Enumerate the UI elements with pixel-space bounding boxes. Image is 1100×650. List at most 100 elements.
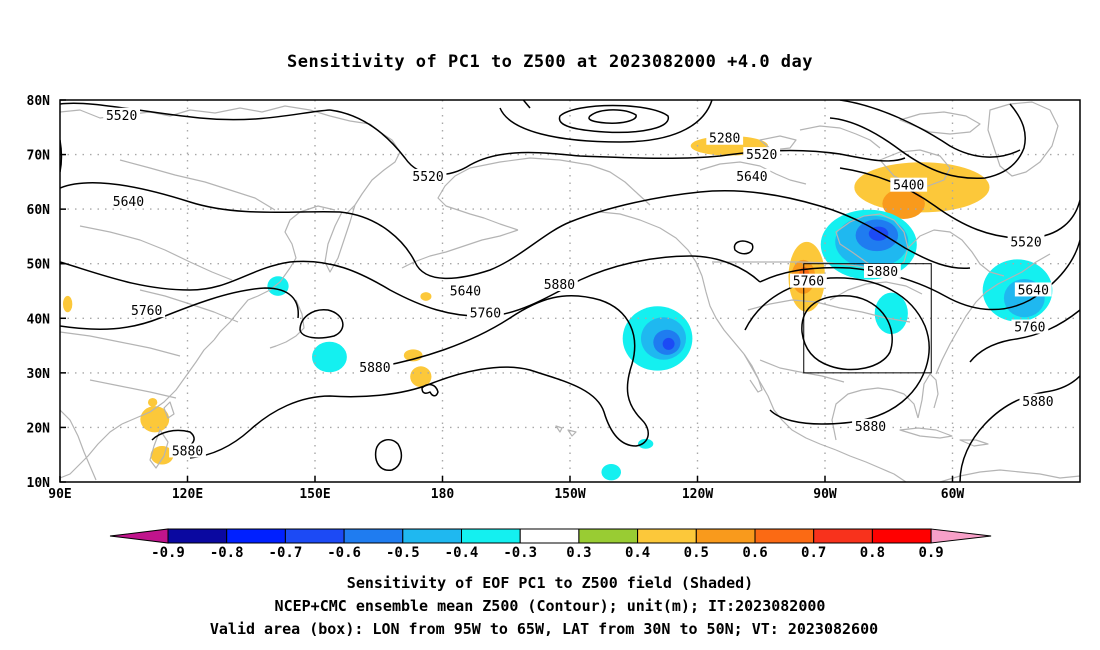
contour-label-bg-1 xyxy=(706,130,744,145)
shaded-region-24 xyxy=(62,295,73,313)
colorbar-swatch-0 xyxy=(167,528,228,544)
colorbar-swatch-6 xyxy=(519,528,580,544)
colorbar-label-8: 0.4 xyxy=(625,545,650,561)
contour-label-11: 5760 xyxy=(793,275,824,290)
contour-label-9: 5760 xyxy=(470,306,501,321)
colorbar-label-6: -0.3 xyxy=(503,545,537,561)
shaded-region-19 xyxy=(312,341,347,373)
contour-label-bg-10 xyxy=(540,276,578,291)
colorbar-label-12: 0.8 xyxy=(860,545,885,561)
colorbar-label-0: -0.9 xyxy=(151,545,185,561)
shaded-region-22 xyxy=(410,366,432,388)
contour-label-17: 5880 xyxy=(172,444,203,459)
contour-label-bg-9 xyxy=(467,305,504,320)
colorbar-swatch-8 xyxy=(637,528,697,544)
contour-label-5: 5640 xyxy=(736,170,767,185)
contour-label-15: 5760 xyxy=(1014,321,1045,336)
contour-label-16: 5880 xyxy=(359,361,390,376)
contour-label-bg-0 xyxy=(103,107,141,122)
contour-label-bg-15 xyxy=(1011,319,1049,334)
lon-tick-label-6: 90W xyxy=(813,487,837,502)
caption-line-1: Sensitivity of EOF PC1 to Z500 field (Sh… xyxy=(347,574,753,592)
caption-line-3: Valid area (box): LON from 95W to 65W, L… xyxy=(210,620,878,638)
lat-tick-label-3: 50N xyxy=(27,258,51,273)
contour-label-bg-17 xyxy=(169,443,206,458)
contour-label-bg-5 xyxy=(733,168,771,183)
lon-tick-label-1: 120E xyxy=(172,487,203,502)
contour-label-6: 5400 xyxy=(893,179,924,194)
colorbar-label-2: -0.7 xyxy=(269,545,303,561)
contour-label-13: 5520 xyxy=(1010,235,1041,250)
lon-tick-label-7: 60W xyxy=(941,487,965,502)
contour-label-19: 5880 xyxy=(1022,395,1053,410)
contour-label-bg-14 xyxy=(1014,282,1052,297)
colorbar-label-1: -0.8 xyxy=(210,545,244,561)
lon-tick-label-3: 180 xyxy=(431,487,455,502)
contour-label-4: 5640 xyxy=(113,195,144,210)
contour-label-bg-16 xyxy=(356,359,394,374)
colorbar-label-4: -0.5 xyxy=(386,545,420,561)
lat-tick-label-0: 80N xyxy=(27,94,51,109)
contour-label-10: 5880 xyxy=(544,278,575,293)
shaded-region-2 xyxy=(882,188,925,219)
shaded-region-9 xyxy=(868,226,889,241)
colorbar-high-extend xyxy=(930,528,992,544)
shaded-region-27 xyxy=(147,397,158,407)
lat-tick-label-2: 60N xyxy=(27,203,51,218)
shaded-region-18 xyxy=(601,463,621,481)
colorbar-swatch-11 xyxy=(813,528,873,544)
contour-label-12: 5880 xyxy=(867,265,898,280)
colorbar-label-5: -0.4 xyxy=(445,545,479,561)
lat-tick-label-5: 30N xyxy=(27,367,51,382)
lat-tick-label-1: 70N xyxy=(27,149,51,164)
colorbar-swatch-9 xyxy=(695,528,756,544)
lat-tick-label-4: 40N xyxy=(27,312,51,327)
colorbar: -0.9 -0.8 -0.7 -0.6 -0.5 -0.4 -0.3 0.3 0.4 0.5 0.6… xyxy=(109,528,992,561)
lon-tick-label-4: 150W xyxy=(554,487,585,502)
contour-label-bg-11 xyxy=(790,273,827,288)
contour-label-bg-19 xyxy=(1019,393,1057,408)
contour-label-1: 5280 xyxy=(709,132,740,147)
contour-label-bg-13 xyxy=(1007,234,1045,249)
colorbar-swatch-2 xyxy=(284,528,345,544)
colorbar-swatch-1 xyxy=(226,528,286,544)
contour-label-8: 5760 xyxy=(131,304,162,319)
contour-label-bg-3 xyxy=(409,168,447,183)
shaded-region-16 xyxy=(662,337,675,350)
lon-tick-label-2: 150E xyxy=(299,487,330,502)
contour-label-bg-6 xyxy=(890,177,928,192)
colorbar-swatch-3 xyxy=(343,528,404,544)
colorbar-label-11: 0.7 xyxy=(801,545,826,561)
contour-label-3: 5520 xyxy=(412,170,443,185)
lon-tick-label-0: 90E xyxy=(48,487,71,502)
colorbar-low-extend xyxy=(109,528,169,544)
colorbar-swatch-7 xyxy=(578,528,639,544)
contour-label-0: 5520 xyxy=(106,109,137,124)
valid-area-box xyxy=(803,263,932,374)
contour-label-14: 5640 xyxy=(1018,283,1049,298)
colorbar-label-3: -0.6 xyxy=(327,545,361,561)
contour-label-bg-8 xyxy=(128,303,166,318)
lon-tick-label-5: 120W xyxy=(682,487,713,502)
contour-label-bg-4 xyxy=(110,194,147,209)
contour-label-bg-7 xyxy=(447,283,484,298)
colorbar-label-9: 0.5 xyxy=(684,545,709,561)
shaded-region-26 xyxy=(150,445,174,465)
colorbar-swatch-10 xyxy=(754,528,815,544)
contour-label-7: 5640 xyxy=(450,285,481,300)
colorbar-swatch-12 xyxy=(871,528,932,544)
shaded-region-10 xyxy=(874,292,908,335)
z500-contours xyxy=(60,100,1080,482)
coastlines xyxy=(60,101,1080,482)
colorbar-swatch-5 xyxy=(461,528,521,544)
contour-label-18: 5880 xyxy=(855,420,886,435)
contour-label-bg-2 xyxy=(743,147,781,162)
shaded-region-23 xyxy=(420,292,432,301)
contour-label-bg-12 xyxy=(863,263,901,278)
contour-labels: 5520 5280 5520 5520 5640 5640 5400 5640 5760 5760… xyxy=(103,107,1057,459)
caption-line-2: NCEP+CMC ensemble mean Z500 (Contour); u… xyxy=(275,597,826,615)
contour-label-2: 5520 xyxy=(746,148,777,163)
shaded-region-17 xyxy=(638,438,654,449)
axis-ticks: 90E 120E 150E 180 150W 120W 90W 60W 80N 70N 60N 50N… xyxy=(27,94,965,502)
